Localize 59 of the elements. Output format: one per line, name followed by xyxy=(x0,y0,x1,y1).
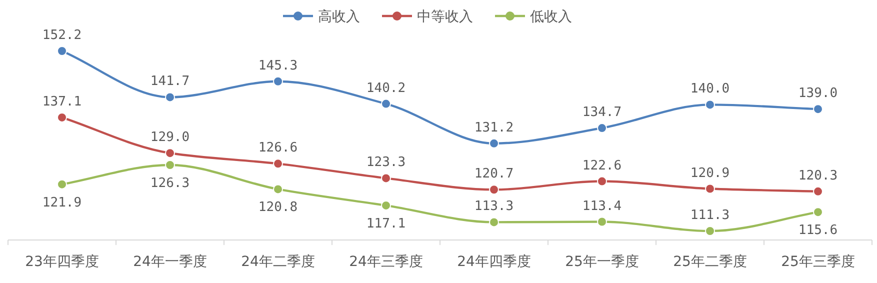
legend-label: 中等收入 xyxy=(417,9,473,25)
data-label: 113.3 xyxy=(474,199,514,214)
x-tick-label: 24年三季度 xyxy=(349,254,423,270)
point xyxy=(489,217,499,228)
point xyxy=(813,207,823,218)
point xyxy=(597,123,607,134)
data-label: 137.1 xyxy=(42,94,82,110)
x-tick-label: 24年一季度 xyxy=(133,254,207,270)
point xyxy=(381,98,391,109)
point xyxy=(165,92,175,102)
data-label: 126.6 xyxy=(258,140,298,156)
data-label: 140.2 xyxy=(366,80,406,96)
data-label: 123.3 xyxy=(366,155,406,170)
data-label: 122.6 xyxy=(582,158,622,174)
x-tick-label: 25年二季度 xyxy=(673,254,747,270)
point xyxy=(813,186,823,196)
x-tick-label: 24年二季度 xyxy=(241,254,315,270)
data-label: 120.8 xyxy=(258,200,298,216)
data-label: 111.3 xyxy=(690,208,730,223)
data-label: 121.9 xyxy=(42,195,82,210)
point xyxy=(57,46,67,56)
point xyxy=(273,184,283,194)
point xyxy=(813,104,823,114)
point xyxy=(597,216,607,227)
data-label: 120.7 xyxy=(474,166,514,182)
legend-label: 高收入 xyxy=(318,9,360,25)
data-label: 113.4 xyxy=(582,198,622,214)
point xyxy=(489,138,499,148)
point xyxy=(705,100,715,110)
x-tick-label: 24年四季度 xyxy=(457,254,531,270)
data-label: 139.0 xyxy=(798,86,838,102)
legend-label: 低收入 xyxy=(530,9,572,25)
point xyxy=(489,184,499,195)
point xyxy=(165,148,175,158)
data-label: 120.3 xyxy=(798,168,838,184)
point xyxy=(273,76,283,86)
point xyxy=(57,179,67,190)
x-tick-label: 25年一季度 xyxy=(565,254,639,270)
point xyxy=(381,173,391,184)
point xyxy=(273,158,283,169)
point xyxy=(597,176,607,186)
point xyxy=(705,226,715,236)
point xyxy=(57,112,67,122)
data-label: 131.2 xyxy=(474,120,514,136)
data-label: 140.0 xyxy=(690,82,730,97)
x-tick-label: 23年四季度 xyxy=(25,254,99,270)
x-tick-label: 25年三季度 xyxy=(781,254,855,270)
data-label: 145.3 xyxy=(258,58,298,74)
data-label: 141.7 xyxy=(150,74,190,90)
data-label: 115.6 xyxy=(798,223,838,238)
data-label: 134.7 xyxy=(582,105,622,120)
point xyxy=(381,200,391,210)
data-label: 120.9 xyxy=(690,166,730,181)
point xyxy=(165,160,175,170)
data-label: 152.2 xyxy=(42,28,82,43)
point xyxy=(705,184,715,194)
data-label: 126.3 xyxy=(150,176,190,191)
data-label: 117.1 xyxy=(366,216,406,232)
data-label: 129.0 xyxy=(150,130,190,146)
